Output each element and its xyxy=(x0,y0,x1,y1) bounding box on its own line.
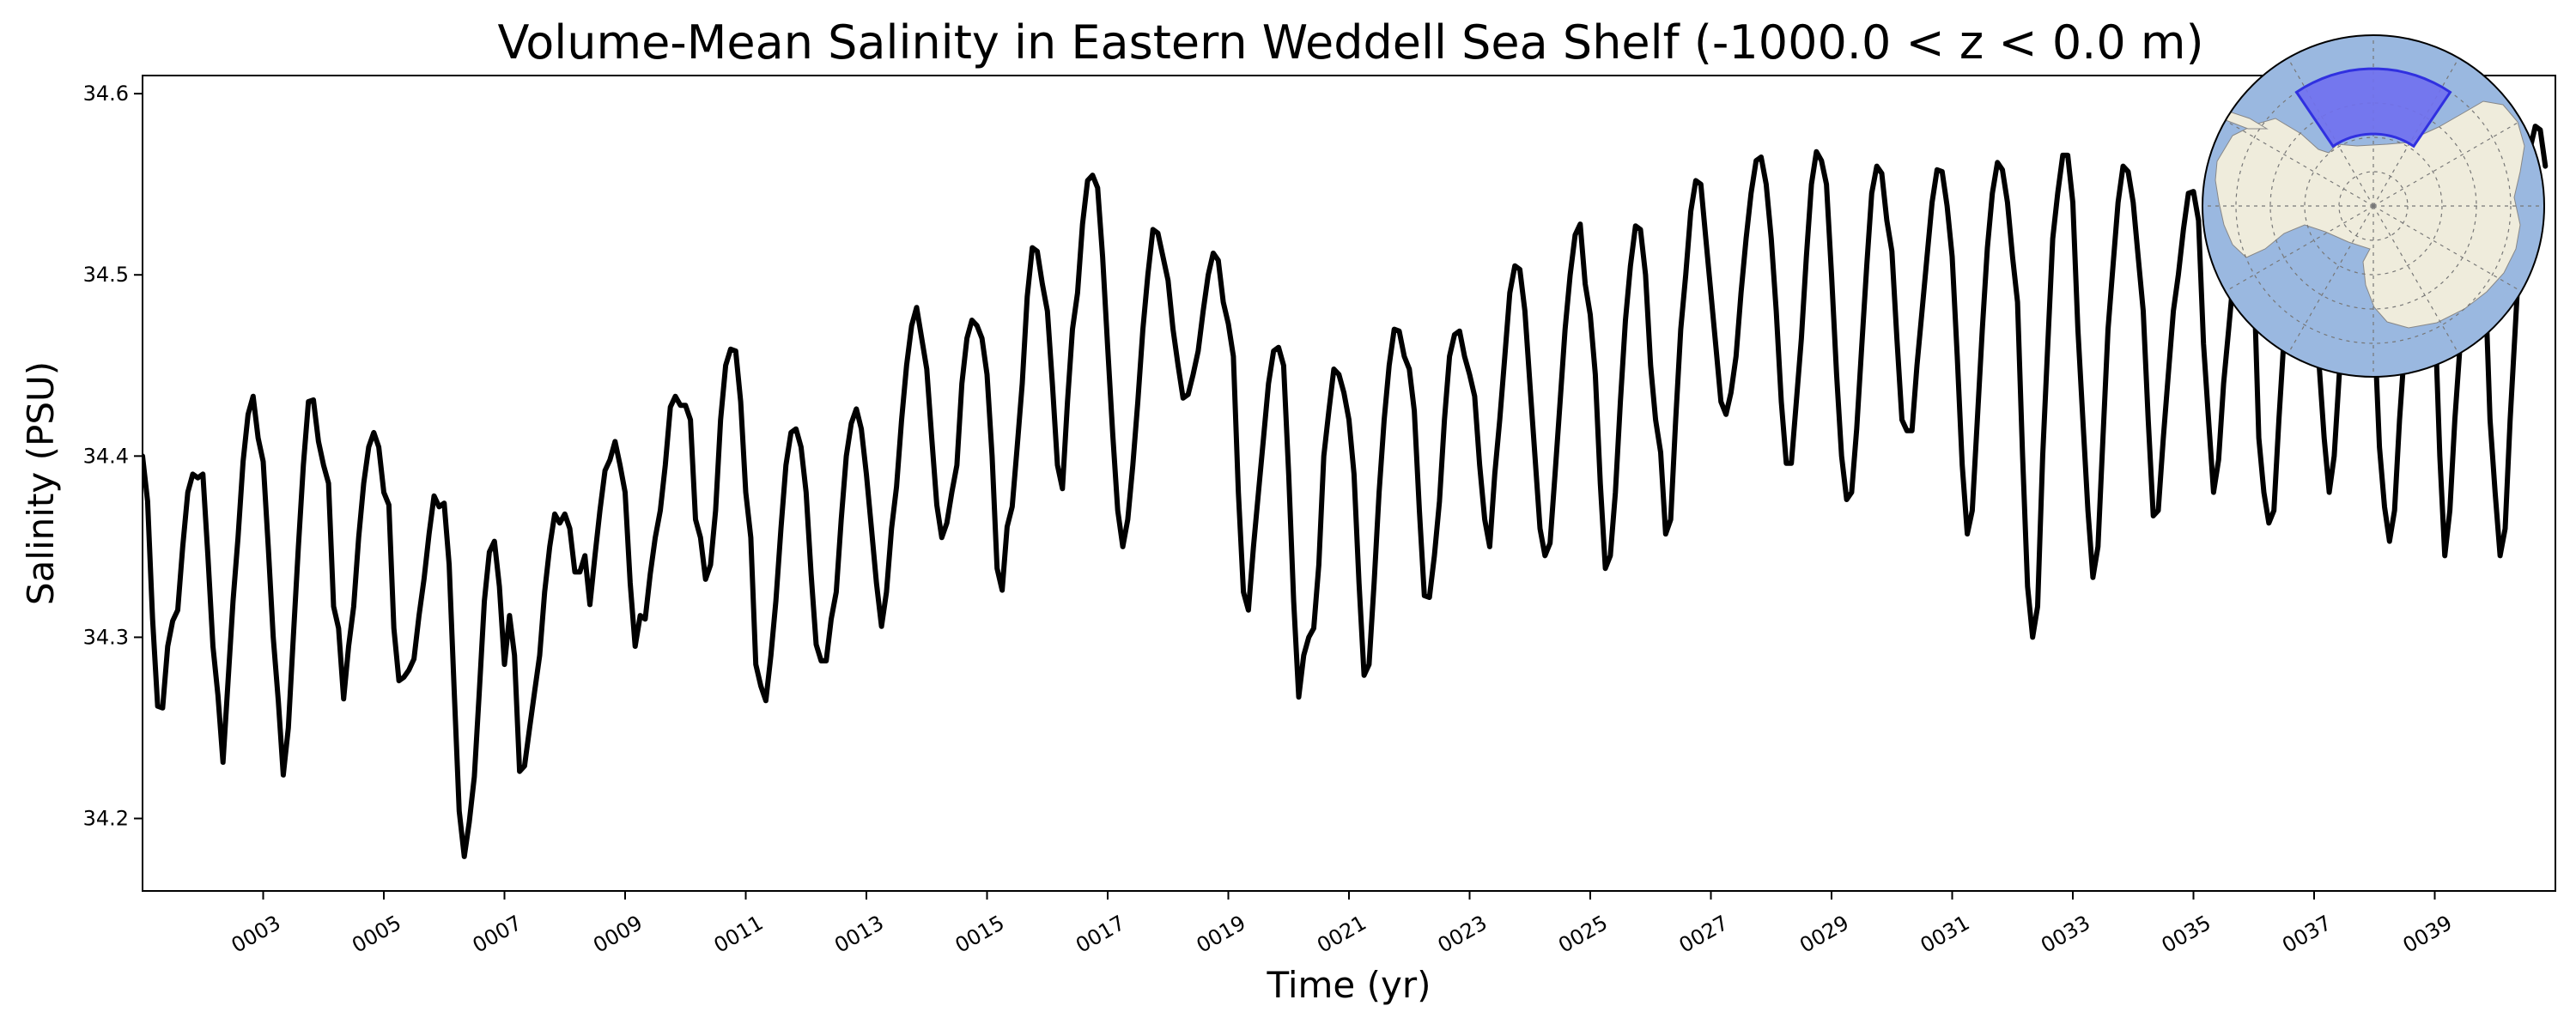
y-tick-label: 34.6 xyxy=(83,82,129,106)
map-latitude-circle xyxy=(2235,68,2512,344)
y-axis-ticks: 34.2 34.3 34.4 34.5 34.6 xyxy=(83,82,143,831)
series-line-salinity xyxy=(143,124,2549,859)
y-axis-label: Salinity (PSU) xyxy=(20,361,62,605)
chart-title: Volume-Mean Salinity in Eastern Weddell … xyxy=(497,15,2203,70)
map-border xyxy=(2202,34,2545,378)
map-region-eastern-weddell xyxy=(2294,67,2452,148)
map-meridian-line xyxy=(2372,119,2523,207)
map-latitude-circle xyxy=(2304,136,2443,276)
map-meridian-line xyxy=(2224,205,2374,293)
map-meridian-line xyxy=(2372,205,2523,293)
plot-area xyxy=(142,75,2556,892)
y-tick-label: 34.4 xyxy=(83,444,129,468)
y-tick-label: 34.5 xyxy=(83,263,129,287)
map-meridian-line xyxy=(2287,205,2374,355)
x-axis-label: Time (yr) xyxy=(1266,964,1431,1006)
map-meridian-line xyxy=(2372,205,2460,355)
y-tick-label: 34.3 xyxy=(83,625,129,649)
map-meridian-line xyxy=(2224,119,2374,207)
inset-map-antarctica xyxy=(2202,34,2545,378)
y-tick-label: 34.2 xyxy=(83,807,129,831)
